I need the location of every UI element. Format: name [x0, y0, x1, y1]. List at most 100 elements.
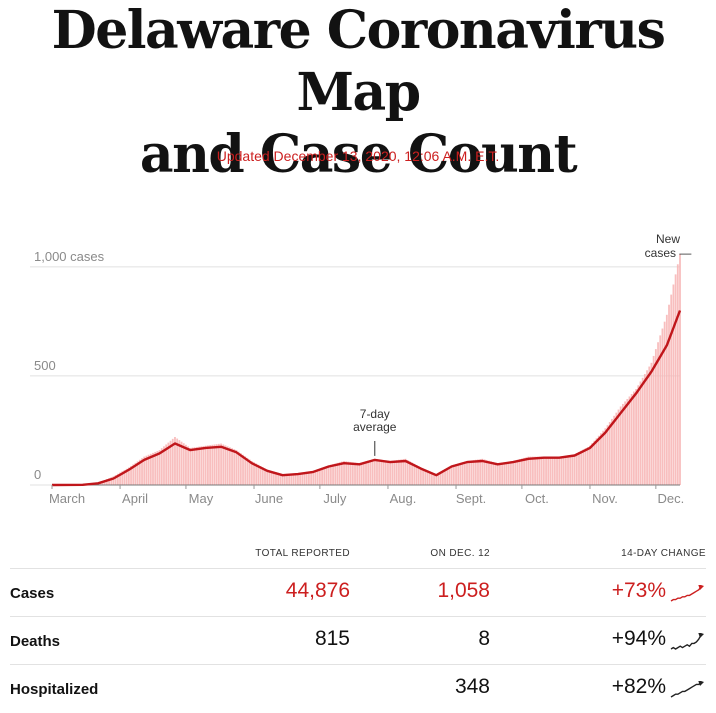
case-bar: [354, 463, 356, 485]
case-bar: [220, 444, 222, 485]
x-tick-label: May: [189, 491, 214, 506]
case-bar: [389, 461, 391, 485]
updated-timestamp: Updated December 13, 2020, 12:06 A.M. E.…: [0, 148, 716, 164]
case-bar: [365, 461, 367, 485]
x-tick-label: June: [255, 491, 283, 506]
x-tick-label: Sept.: [456, 491, 486, 506]
table-row-cases: Cases 44,876 1,058 +73%: [10, 568, 706, 617]
case-bar: [233, 449, 235, 485]
case-bar: [648, 367, 650, 485]
case-bar: [398, 460, 400, 485]
case-bar: [348, 462, 350, 485]
case-bar: [607, 425, 609, 485]
case-bar: [209, 445, 211, 485]
case-bar: [214, 444, 216, 485]
x-tick-label: Dec.: [657, 491, 684, 506]
case-bar: [655, 349, 657, 485]
case-bar: [532, 457, 534, 485]
case-bar: [563, 456, 565, 485]
case-bar: [198, 447, 200, 485]
case-bar: [574, 454, 576, 485]
header-14-day-change: 14-DAY CHANGE: [621, 548, 706, 559]
case-bar: [598, 436, 600, 485]
case-bar: [530, 457, 532, 485]
case-bar: [475, 460, 477, 485]
sparkline-path: [671, 587, 701, 601]
case-bar: [637, 385, 639, 485]
case-bar: [451, 465, 453, 485]
y-tick-label: 0: [34, 467, 41, 482]
case-bar: [675, 274, 677, 485]
case-bar: [359, 463, 361, 485]
case-bar: [196, 447, 198, 485]
trend-sparkline: [670, 681, 706, 699]
case-bar: [207, 445, 209, 485]
case-bar: [156, 451, 158, 485]
case-bar: [369, 460, 371, 485]
case-bar: [409, 461, 411, 485]
case-bar: [464, 462, 466, 485]
case-bar: [411, 463, 413, 485]
row-label: Cases: [10, 585, 54, 602]
case-bar: [613, 416, 615, 485]
trend-sparkline: [670, 633, 706, 651]
case-bar: [378, 459, 380, 485]
case-bar: [635, 389, 637, 485]
case-bar: [609, 422, 611, 485]
case-bar: [238, 452, 240, 485]
case-bar: [611, 419, 613, 485]
case-bar: [332, 464, 334, 485]
case-bar: [337, 463, 339, 485]
case-bar: [622, 404, 624, 485]
on-day-value: 1,058: [437, 579, 490, 603]
case-bar: [405, 459, 407, 485]
case-bar: [339, 462, 341, 485]
on-day-value: 8: [478, 627, 490, 651]
case-bar: [534, 457, 536, 485]
annotation-seven-day-average: 7-day: [360, 407, 390, 421]
case-bar: [510, 461, 512, 485]
case-bar: [479, 459, 481, 485]
annotation-seven-day-average: average: [353, 420, 397, 434]
case-bar: [200, 446, 202, 485]
total-reported-value: 44,876: [286, 579, 350, 603]
case-bar: [593, 441, 595, 485]
case-bar: [596, 438, 598, 485]
y-tick-label: 500: [34, 358, 56, 373]
case-bar: [372, 459, 374, 485]
case-bar: [670, 295, 672, 485]
case-bar: [350, 462, 352, 485]
case-bar: [396, 460, 398, 485]
case-bar: [508, 462, 510, 485]
x-tick-label: Nov.: [592, 491, 618, 506]
case-bar: [541, 457, 543, 485]
case-bar: [345, 461, 347, 485]
case-bar: [328, 465, 330, 485]
table-row-hospitalized: Hospitalized 348 +82%: [10, 664, 706, 713]
case-bar: [330, 465, 332, 485]
x-tick-label: March: [49, 491, 85, 506]
case-bar: [620, 406, 622, 485]
case-bar: [512, 461, 514, 485]
x-tick-label: Oct.: [525, 491, 549, 506]
case-bar: [189, 448, 191, 485]
sparkline-arrowhead: [698, 633, 704, 638]
case-bar: [618, 410, 620, 485]
case-bar: [572, 455, 574, 485]
case-bar: [460, 463, 462, 485]
header-on-day: ON DEC. 12: [430, 548, 490, 559]
case-bar: [227, 446, 229, 485]
case-bar: [361, 463, 363, 485]
case-bar: [499, 463, 501, 485]
case-bar: [194, 447, 196, 485]
case-bar: [323, 467, 325, 485]
case-bar: [543, 457, 545, 485]
case-bar: [455, 464, 457, 485]
case-bar: [582, 449, 584, 485]
case-bar: [576, 453, 578, 485]
case-bar: [629, 396, 631, 485]
case-bar: [556, 457, 558, 485]
annotation-new-cases: New: [656, 232, 680, 246]
case-bar: [653, 356, 655, 485]
case-bar: [400, 459, 402, 485]
